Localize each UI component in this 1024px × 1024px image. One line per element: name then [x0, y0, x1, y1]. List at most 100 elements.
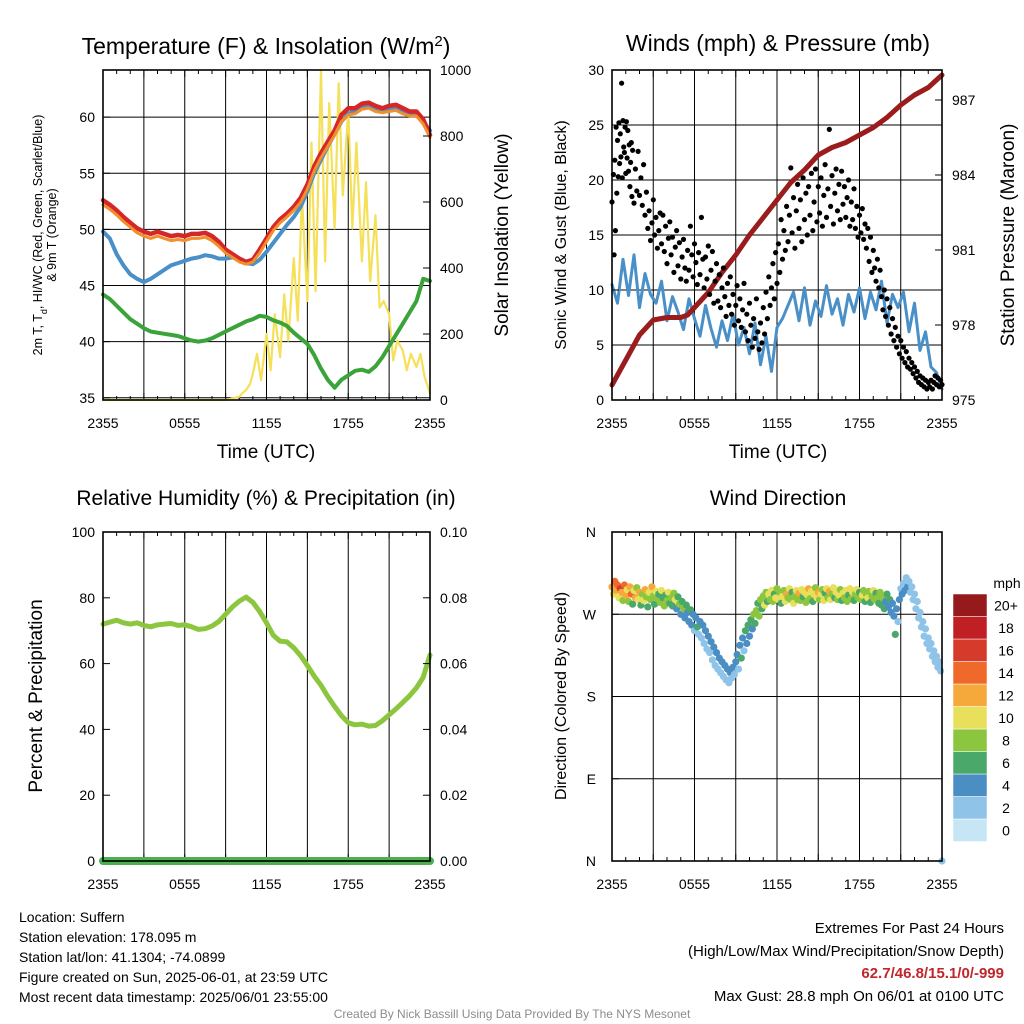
gust-point: [707, 291, 713, 297]
legend-swatch: [952, 593, 988, 617]
y-tick-label: 40: [79, 334, 95, 350]
legend-swatch: [952, 661, 988, 685]
gust-point: [667, 219, 673, 225]
legend-label: 6: [1002, 755, 1010, 771]
relative-humidity-line: [100, 594, 433, 729]
direction-point: [927, 639, 935, 648]
gust-point: [686, 267, 692, 273]
gust-point: [734, 283, 740, 289]
gust-point: [642, 212, 648, 218]
legend-swatch: [952, 818, 988, 842]
gust-point: [720, 265, 727, 271]
y2-tick-label: 0.06: [440, 656, 467, 672]
gust-point: [638, 175, 644, 181]
direction-point: [876, 588, 884, 596]
sonic-wind-line: [610, 253, 944, 391]
gust-point: [888, 331, 894, 337]
temperature-2m-line: [100, 100, 433, 265]
station-info: Location: Suffern Station elevation: 178…: [19, 907, 328, 1007]
gust-point: [656, 228, 662, 234]
gust-point: [658, 241, 665, 247]
wind-y2-axis-label: Station Pressure (Maroon): [998, 124, 1019, 347]
gust-point: [628, 140, 634, 146]
gust-point: [793, 208, 799, 214]
gust-point: [718, 305, 724, 311]
direction-point: [919, 618, 927, 626]
gust-point: [741, 280, 747, 286]
x-tick-label: 1155: [251, 876, 281, 892]
direction-point: [752, 607, 761, 615]
gust-point: [733, 302, 739, 308]
temperature-x-axis-label: Time (UTC): [217, 442, 316, 463]
gust-point: [796, 225, 802, 231]
figure-created: Figure created on Sun, 2025-06-01, at 23…: [19, 969, 328, 985]
x-tick-label: 1155: [762, 876, 792, 892]
direction-point: [932, 652, 941, 660]
gust-point: [863, 245, 870, 251]
gust-point: [634, 188, 640, 194]
wind-y-axis-label: Sonic Wind & Gust (Blue, Black): [553, 120, 570, 349]
direction-point: [751, 619, 759, 628]
gust-point: [731, 322, 738, 328]
direction-point: [688, 621, 696, 629]
direction-y-axis-label: Direction (Colored By Speed): [553, 592, 570, 800]
gust-point: [874, 256, 881, 262]
legend-swatch: [952, 706, 988, 730]
gust-point: [749, 344, 755, 350]
y2-tick-label: 0: [440, 392, 448, 408]
y2-tick-label: 984: [952, 167, 976, 183]
legend-label: 18: [998, 620, 1014, 636]
y-tick-label: 35: [79, 390, 95, 406]
direction-point: [921, 625, 930, 633]
y2-tick-label: 987: [952, 92, 976, 108]
direction-point: [891, 630, 899, 639]
gust-point: [839, 168, 845, 174]
gust-point: [815, 184, 821, 190]
gust-point: [748, 322, 754, 328]
gust-point: [660, 212, 666, 218]
legend-label: 2: [1002, 800, 1010, 816]
gust-point: [777, 269, 783, 275]
gust-point: [672, 244, 678, 250]
direction-point: [710, 643, 718, 651]
svg-text:2m T, Td, HI/WC (Red, Green, S: 2m T, Td, HI/WC (Red, Green, Scarlet/Blu…: [31, 115, 49, 356]
x-tick-label: 1155: [251, 415, 281, 431]
recent-timestamp: Most recent data timestamp: 2025/06/01 2…: [19, 989, 328, 1005]
legend-swatch: [952, 796, 988, 820]
gust-point: [873, 278, 879, 284]
gust-point: [866, 258, 872, 264]
gust-point: [716, 272, 722, 278]
gust-point: [811, 199, 817, 205]
gust-point: [894, 344, 900, 350]
gust-point: [907, 366, 914, 372]
gust-point: [711, 300, 717, 306]
direction-point: [732, 658, 740, 666]
x-tick-label: 0555: [169, 876, 200, 892]
gust-point: [614, 190, 620, 196]
gust-point: [737, 296, 743, 302]
gust-point: [895, 333, 901, 339]
gust-point: [679, 254, 685, 260]
direction-point: [890, 612, 898, 620]
gust-point: [877, 267, 883, 273]
direction-point: [737, 654, 745, 662]
y2-tick-label: 0.00: [440, 853, 467, 869]
y2-tick-label: 0.02: [440, 787, 467, 803]
gust-point: [771, 296, 777, 302]
gust-point: [825, 186, 831, 192]
direction-panel-title: Wind Direction: [710, 487, 847, 510]
gust-point: [764, 316, 771, 322]
direction-point: [888, 599, 897, 607]
gust-point: [899, 355, 905, 361]
humidity-y-axis-label: Percent & Precipitation: [26, 599, 47, 792]
gust-point: [884, 296, 890, 302]
gust-point: [613, 124, 619, 130]
gust-point: [623, 119, 630, 125]
gust-point: [709, 248, 716, 255]
gust-point: [616, 120, 622, 126]
gust-point: [691, 241, 698, 247]
station-elevation: Station elevation: 178.095 m: [19, 929, 197, 945]
direction-point: [910, 590, 919, 598]
gust-point: [650, 197, 656, 203]
